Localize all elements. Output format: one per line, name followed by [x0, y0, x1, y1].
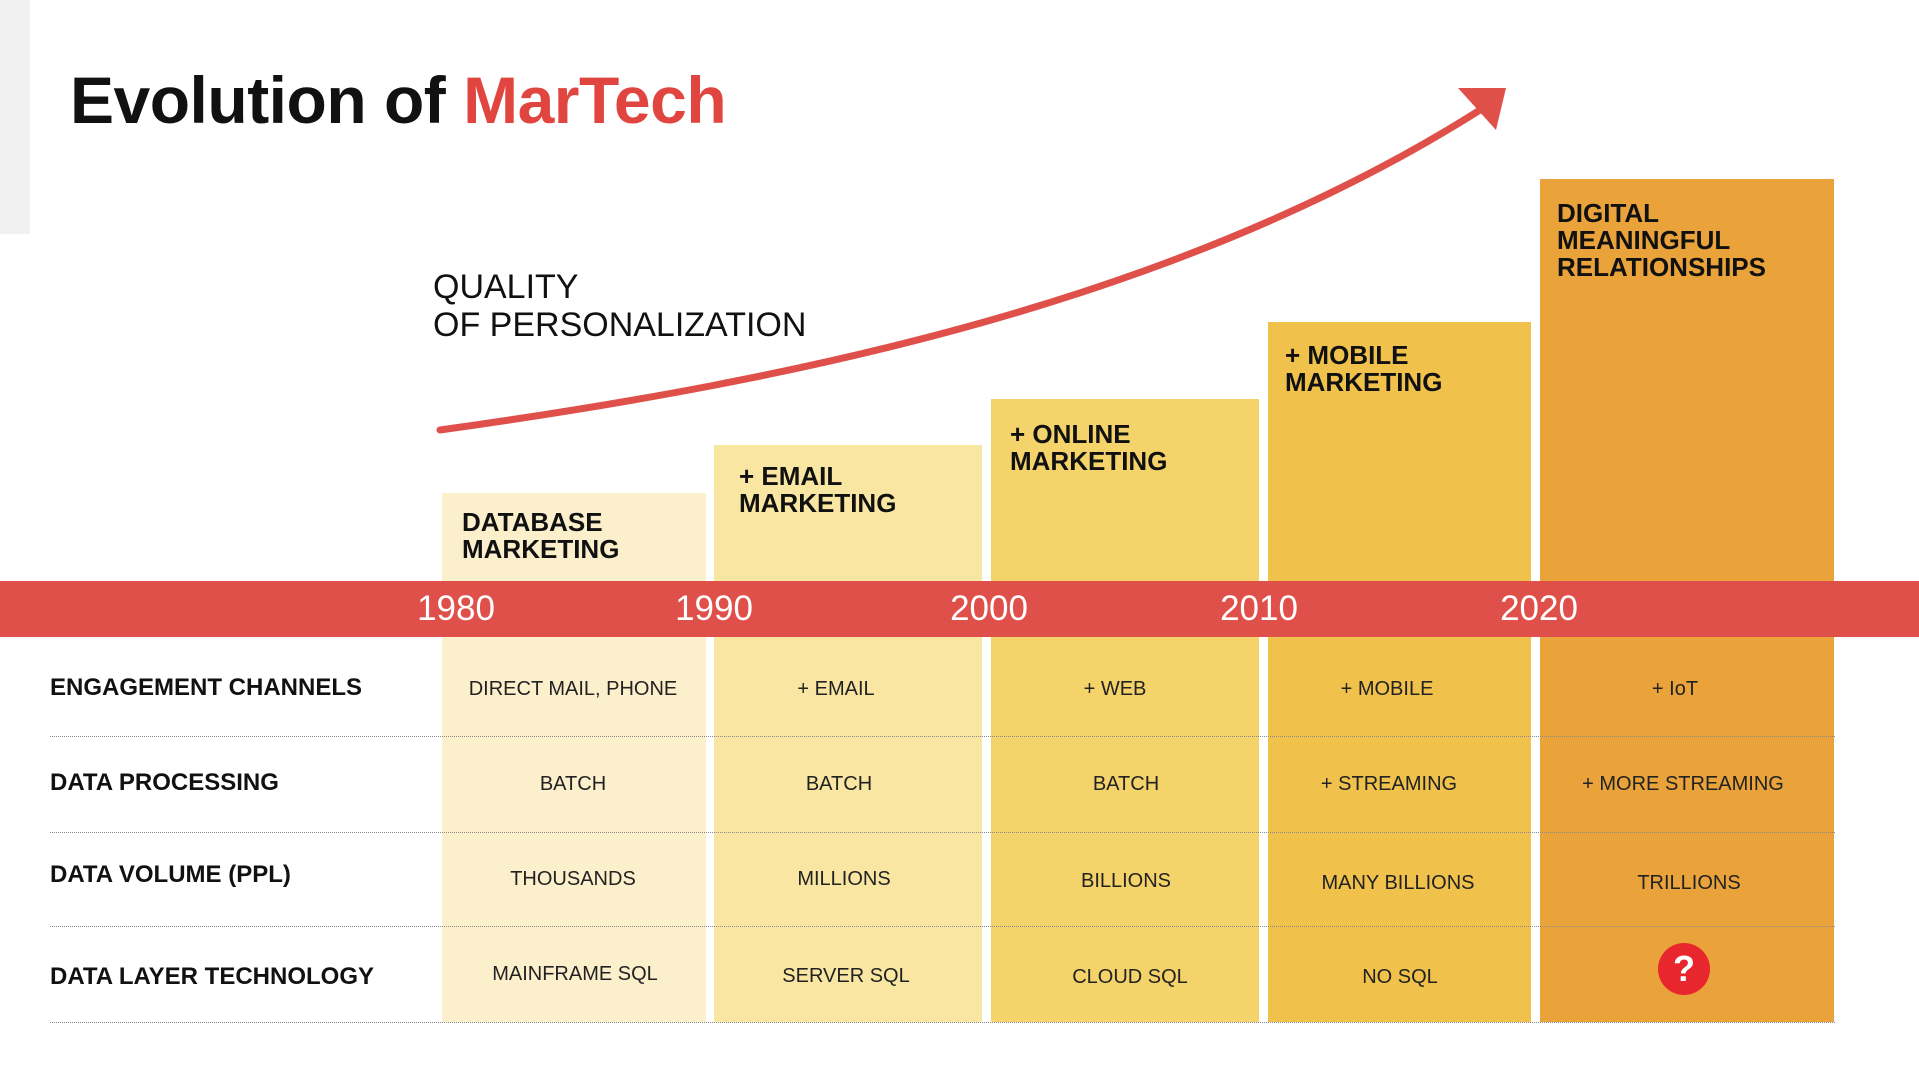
table-cell: + WEB: [1083, 678, 1147, 700]
row-divider: [50, 1022, 1835, 1023]
table-cell: BATCH: [539, 773, 607, 795]
table-cell: MANY BILLIONS: [1321, 872, 1475, 894]
row-label-data-processing: DATA PROCESSING: [50, 769, 279, 796]
table-cell: + STREAMING: [1320, 773, 1458, 795]
title-highlight: MarTech: [463, 63, 727, 137]
year-2010: 2010: [1220, 589, 1298, 628]
title-prefix: Evolution of: [70, 63, 446, 137]
table-cell: CLOUD SQL: [1072, 966, 1188, 988]
quality-line-1: QUALITY: [433, 268, 579, 306]
page-title: Evolution of MarTech: [70, 62, 727, 138]
year-2020: 2020: [1500, 589, 1578, 628]
arrow-head-icon: [1458, 88, 1506, 130]
table-cell: BILLIONS: [1080, 870, 1172, 892]
stage-bar-1980: [442, 493, 706, 1022]
table-cell: MAINFRAME SQL: [492, 963, 658, 985]
stage-label-database-marketing: DATABASE MARKETING: [462, 507, 620, 564]
year-2000: 2000: [950, 589, 1028, 628]
row-label-data-layer-technology: DATA LAYER TECHNOLOGY: [50, 963, 375, 990]
table-cell: + MOBILE: [1340, 678, 1434, 700]
stage-bar-2010: [1268, 322, 1531, 1022]
year-1980: 1980: [417, 589, 495, 628]
table-cell: BATCH: [1092, 773, 1160, 795]
table-cell: MILLIONS: [797, 868, 891, 890]
quality-of-personalization-label: QUALITY OF PERSONALIZATION: [433, 268, 806, 344]
row-divider: [50, 832, 1835, 833]
table-cell: TRILLIONS: [1637, 872, 1741, 894]
table-cell: + EMAIL: [797, 678, 875, 700]
stage-label-digital-meaningful-relationships: DIGITAL MEANINGFUL RELATIONSHIPS: [1557, 198, 1766, 282]
stage-label-email-marketing: + EMAIL MARKETING: [739, 461, 897, 518]
table-cell: BATCH: [805, 773, 873, 795]
table-cell: THOUSANDS: [510, 868, 636, 890]
row-divider: [50, 736, 1835, 737]
table-cell: + IoT: [1651, 678, 1699, 700]
quality-line-2: OF PERSONALIZATION: [433, 306, 807, 344]
stage-bar-2000: [991, 399, 1259, 1022]
stage-label-mobile-marketing: + MOBILE MARKETING: [1285, 340, 1443, 397]
stage-label-online-marketing: + ONLINE MARKETING: [1010, 419, 1168, 476]
question-mark-icon: ?: [1658, 943, 1710, 995]
row-label-engagement-channels: ENGAGEMENT CHANNELS: [50, 674, 363, 701]
row-divider: [50, 926, 1835, 927]
timeline-band: 1980 1990 2000 2010 2020: [0, 581, 1919, 637]
row-label-data-volume: DATA VOLUME (PPL): [50, 861, 291, 888]
table-cell: NO SQL: [1362, 966, 1438, 988]
year-1990: 1990: [675, 589, 753, 628]
table-cell: DIRECT MAIL, PHONE: [468, 678, 678, 700]
side-strip: [0, 0, 30, 234]
table-cell: + MORE STREAMING: [1582, 773, 1784, 795]
stage-bar-1990: [714, 445, 982, 1022]
table-cell: SERVER SQL: [782, 965, 910, 987]
